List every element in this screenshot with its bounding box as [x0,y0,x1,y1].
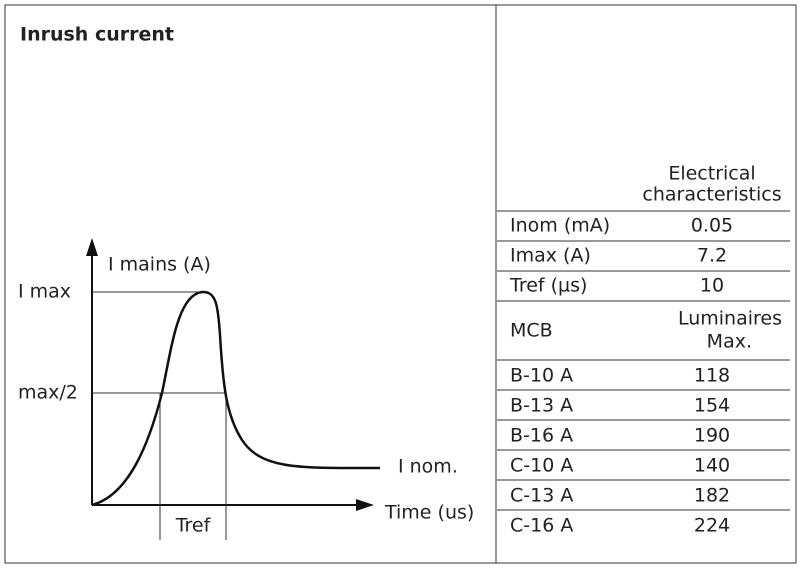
mcb-value: 140 [694,455,730,477]
mcb-label: B-16 A [510,425,573,447]
mcb-label: C-13 A [510,485,573,507]
mcb-value: 154 [694,395,730,417]
mcb-value: 182 [694,485,730,507]
y-arrow [86,238,98,256]
table-header: Electrical [668,163,755,185]
half-label: max/2 [18,382,78,404]
inrush-curve [91,290,381,507]
table-header: characteristics [642,184,781,206]
lum-header: Luminaires [678,308,782,330]
diagram: I mains (A) I max max/2 I nom. Time (us)… [18,238,474,540]
mcb-label: B-13 A [510,395,573,417]
y-axis-label: I mains (A) [108,254,211,276]
mcb-value: 190 [694,425,730,447]
mcb-header: MCB [510,320,553,342]
frame [4,4,797,564]
imax-label: I max [18,281,71,303]
mcb-value: 224 [694,515,730,537]
row-label: Tref (µs) [509,275,587,297]
row-value: 10 [700,275,724,297]
mcb-label: B-10 A [510,365,573,387]
row-label: Inom (mA) [510,215,610,237]
title: Inrush current [20,24,174,46]
row-value: 0.05 [691,215,733,237]
row-value: 7.2 [697,245,727,267]
row-label: Imax (A) [510,245,591,267]
mcb-label: C-10 A [510,455,573,477]
tref-label: Tref [175,515,212,537]
lum-header: Max. [707,331,752,353]
x-arrow [356,499,374,511]
x-axis-label: Time (us) [384,502,474,524]
mcb-value: 118 [694,365,730,387]
mcb-label: C-16 A [510,515,573,537]
inom-label: I nom. [398,456,458,478]
